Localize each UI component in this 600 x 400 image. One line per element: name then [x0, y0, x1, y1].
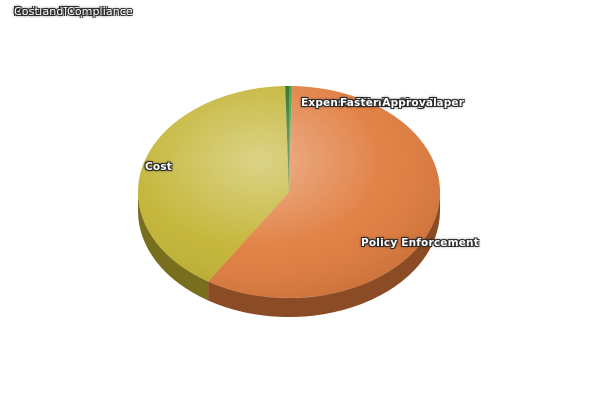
pie-slice-side — [208, 192, 441, 317]
pie-slice-side — [138, 192, 209, 301]
chart-title-1: Reduce IT Spend — [14, 5, 108, 18]
chart-title-2: Cost and Compliance — [14, 5, 133, 18]
slice-label: Cost — [145, 161, 172, 173]
slice-label: Faster Approval — [340, 97, 437, 109]
slice-label: Policy Enforcement — [361, 237, 479, 249]
slice-label: Expense Eliminating Paper — [301, 97, 465, 109]
pie-highlight — [138, 86, 440, 298]
